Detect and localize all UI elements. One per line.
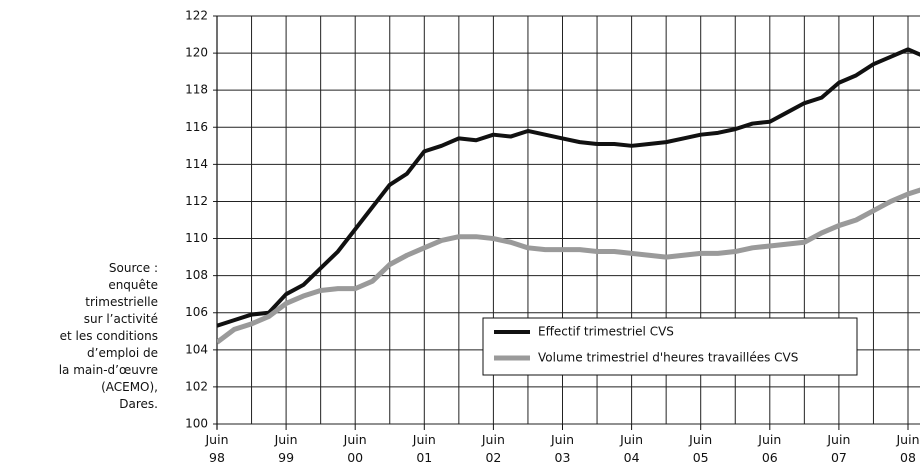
legend-label: Effectif trimestriel CVS (538, 325, 674, 339)
series-line (217, 47, 920, 328)
y-tick-label: 118 (185, 83, 208, 97)
source-note: Source : enquête trimestrielle sur l’act… (58, 261, 158, 411)
y-tick-label: 110 (185, 231, 208, 245)
y-tick-label: 104 (185, 342, 208, 356)
x-tick-label: Juin 03 (550, 432, 574, 465)
y-tick-label: 108 (185, 268, 208, 282)
legend-label: Volume trimestriel d'heures travaillées … (538, 351, 798, 365)
y-tick-label: 112 (185, 194, 208, 208)
y-tick-label: 116 (185, 120, 208, 134)
x-tick-label: Juin 06 (758, 432, 782, 465)
plot-lines (217, 47, 920, 345)
y-tick-label: 100 (185, 417, 208, 431)
x-tick-label: Juin 98 (205, 432, 229, 465)
x-tick-label: Juin 05 (689, 432, 713, 465)
x-tick-label: Juin 07 (827, 432, 851, 465)
y-tick-label: 114 (185, 157, 208, 171)
x-tick-label: Juin 04 (620, 432, 644, 465)
x-tick-label: Juin 00 (343, 432, 367, 465)
legend-box (482, 317, 858, 376)
series-line (217, 187, 920, 345)
x-tick-label: Juin 02 (481, 432, 505, 465)
x-tick-label: Juin 01 (412, 432, 436, 465)
y-tick-label: 102 (185, 379, 208, 393)
y-tick-label: 106 (185, 305, 208, 319)
y-tick-label: 122 (185, 9, 208, 23)
x-tick-label: Juin 99 (274, 432, 298, 465)
x-tick-label: Juin 08 (896, 432, 920, 465)
y-tick-label: 120 (185, 46, 208, 60)
